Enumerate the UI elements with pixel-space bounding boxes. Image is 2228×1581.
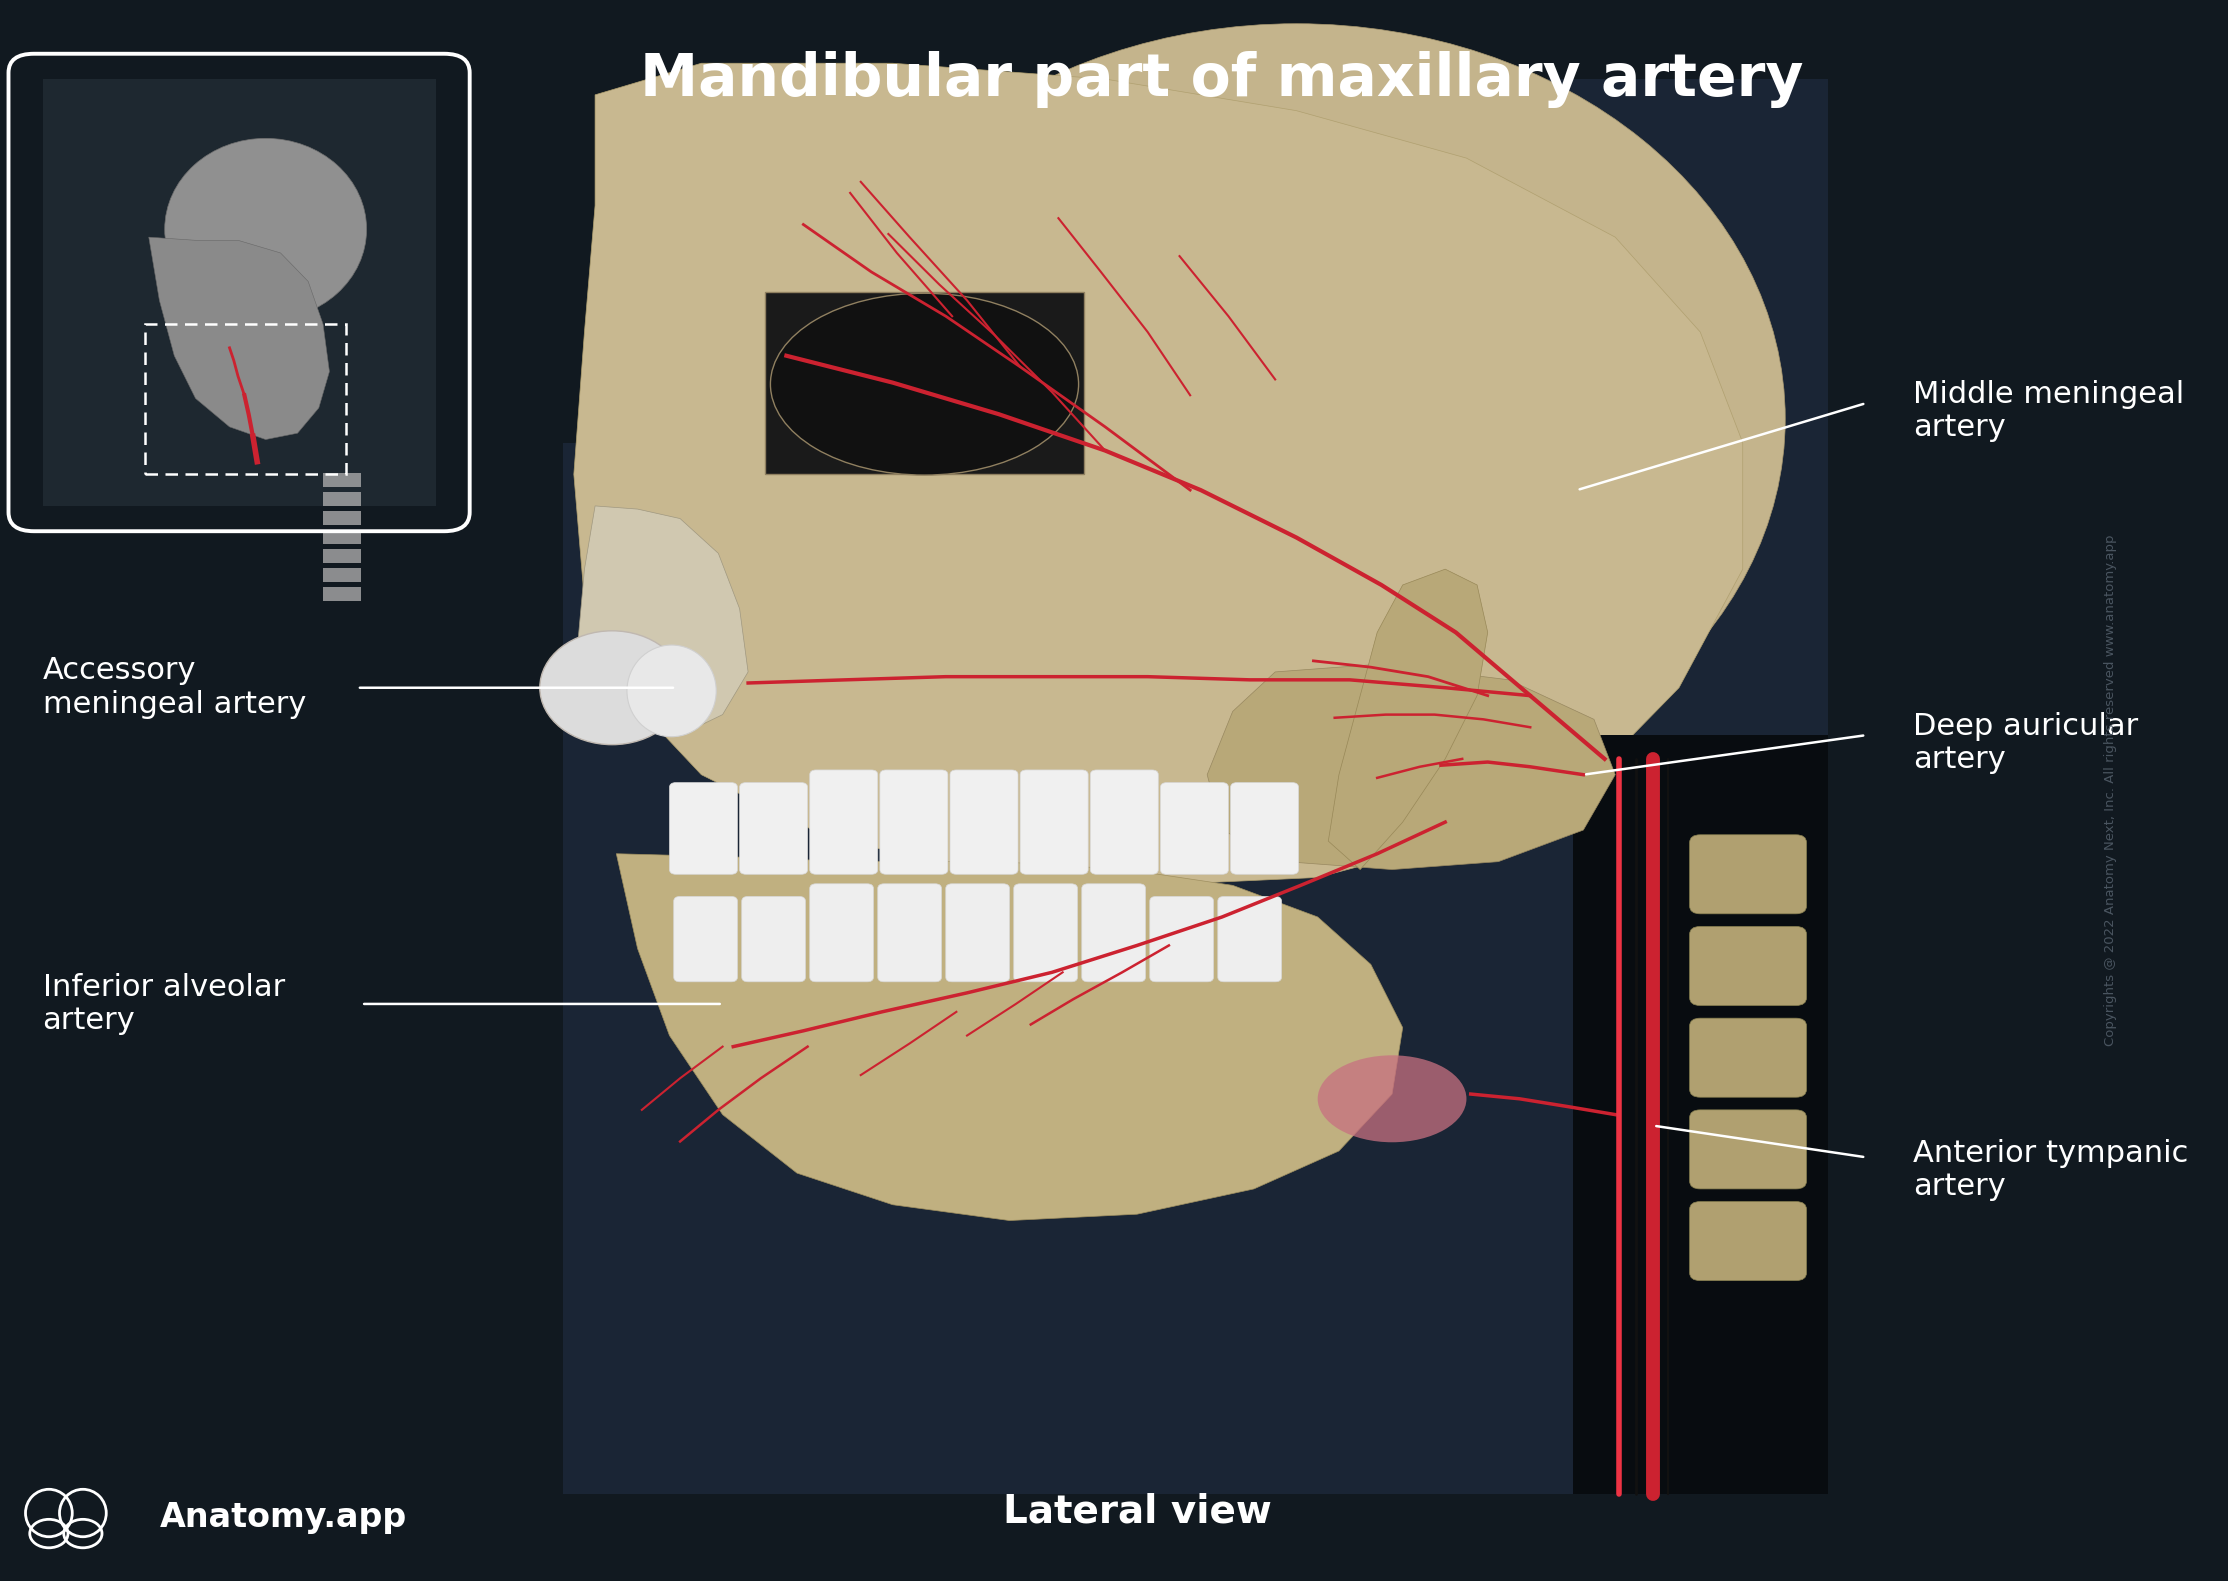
- FancyBboxPatch shape: [1689, 1110, 1807, 1189]
- FancyBboxPatch shape: [1150, 896, 1214, 982]
- Text: Inferior alveolar
artery: Inferior alveolar artery: [42, 972, 285, 1036]
- Text: Mandibular part of maxillary artery: Mandibular part of maxillary artery: [639, 51, 1805, 108]
- Text: Accessory
meningeal artery: Accessory meningeal artery: [42, 656, 305, 719]
- Polygon shape: [1328, 569, 1488, 870]
- Ellipse shape: [539, 631, 684, 745]
- Ellipse shape: [626, 645, 715, 737]
- FancyBboxPatch shape: [742, 896, 807, 982]
- FancyBboxPatch shape: [740, 783, 807, 874]
- FancyBboxPatch shape: [1089, 770, 1159, 874]
- Text: Copyrights @ 2022 Anatomy Next, Inc. All rights reserved www.anatomy.app: Copyrights @ 2022 Anatomy Next, Inc. All…: [2103, 534, 2117, 1047]
- FancyBboxPatch shape: [878, 884, 942, 982]
- Bar: [42, 79, 437, 506]
- Bar: [323, 549, 361, 563]
- Ellipse shape: [771, 294, 1078, 474]
- FancyBboxPatch shape: [673, 896, 737, 982]
- Bar: [145, 324, 345, 474]
- Bar: [564, 79, 775, 443]
- Text: Anatomy.app: Anatomy.app: [160, 1502, 408, 1534]
- Ellipse shape: [807, 24, 1785, 814]
- Bar: [323, 587, 361, 601]
- FancyBboxPatch shape: [949, 770, 1018, 874]
- Bar: [323, 473, 361, 487]
- Polygon shape: [1208, 664, 1615, 870]
- Bar: [764, 292, 1083, 474]
- FancyBboxPatch shape: [1230, 783, 1299, 874]
- FancyBboxPatch shape: [880, 770, 947, 874]
- Text: Anterior tympanic
artery: Anterior tympanic artery: [1914, 1138, 2188, 1202]
- FancyBboxPatch shape: [1689, 835, 1807, 914]
- FancyBboxPatch shape: [668, 783, 737, 874]
- Bar: [564, 79, 1827, 1494]
- FancyBboxPatch shape: [1161, 783, 1228, 874]
- FancyBboxPatch shape: [1689, 926, 1807, 1006]
- FancyBboxPatch shape: [1083, 884, 1145, 982]
- Polygon shape: [149, 237, 330, 440]
- Bar: [323, 511, 361, 525]
- FancyBboxPatch shape: [809, 884, 873, 982]
- Text: Middle meningeal
artery: Middle meningeal artery: [1914, 379, 2183, 443]
- FancyBboxPatch shape: [1020, 770, 1087, 874]
- Ellipse shape: [165, 138, 368, 321]
- Polygon shape: [617, 854, 1404, 1221]
- Bar: [323, 530, 361, 544]
- Bar: [1573, 735, 1827, 1494]
- Polygon shape: [575, 63, 1742, 885]
- Text: Deep auricular
artery: Deep auricular artery: [1914, 711, 2139, 775]
- Text: Lateral view: Lateral view: [1003, 1492, 1272, 1530]
- FancyBboxPatch shape: [1014, 884, 1078, 982]
- FancyBboxPatch shape: [1689, 1018, 1807, 1097]
- FancyBboxPatch shape: [1219, 896, 1281, 982]
- Bar: [323, 568, 361, 582]
- Bar: [323, 492, 361, 506]
- FancyBboxPatch shape: [945, 884, 1009, 982]
- FancyBboxPatch shape: [1689, 1202, 1807, 1281]
- Ellipse shape: [1317, 1056, 1466, 1141]
- FancyBboxPatch shape: [809, 770, 878, 874]
- Polygon shape: [577, 506, 749, 735]
